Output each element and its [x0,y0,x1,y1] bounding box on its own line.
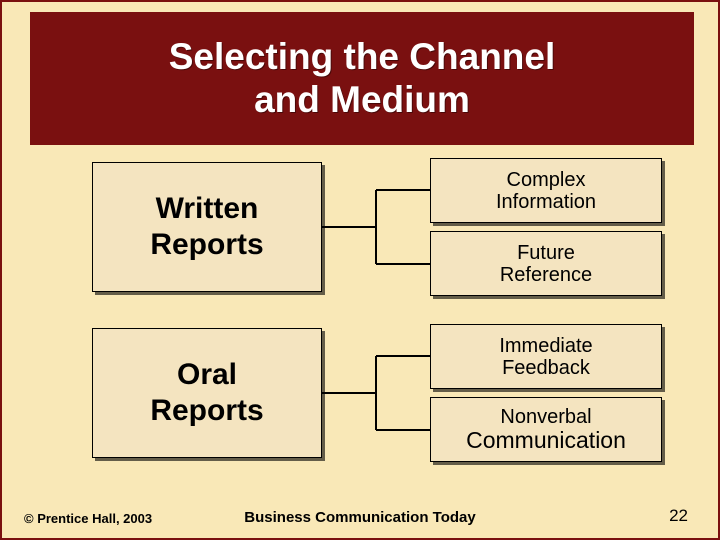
category-line-2: Reports [150,227,263,263]
category-line-1: Oral [177,357,237,393]
item-line-1: Nonverbal [500,406,591,428]
category-oral-reports: Oral Reports [92,328,322,458]
category-line-1: Written [156,191,259,227]
title-line-1: Selecting the Channel [169,36,556,79]
item-line-1: Future [517,242,575,264]
category-line-2: Reports [150,393,263,429]
title-line-2: and Medium [254,79,470,122]
page-number: 22 [669,506,688,526]
item-future-reference: Future Reference [430,231,662,296]
item-complex-information: Complex Information [430,158,662,223]
item-line-2: Communication [466,428,626,453]
item-line-2: Information [496,191,596,213]
item-line-1: Immediate [499,335,592,357]
item-immediate-feedback: Immediate Feedback [430,324,662,389]
item-line-1: Complex [507,169,586,191]
item-nonverbal-communication: Nonverbal Communication [430,397,662,462]
item-line-2: Reference [500,264,592,286]
footer-title: Business Communication Today [2,509,718,526]
category-written-reports: Written Reports [92,162,322,292]
item-line-2: Feedback [502,357,590,379]
title-banner: Selecting the Channel and Medium [30,12,694,145]
